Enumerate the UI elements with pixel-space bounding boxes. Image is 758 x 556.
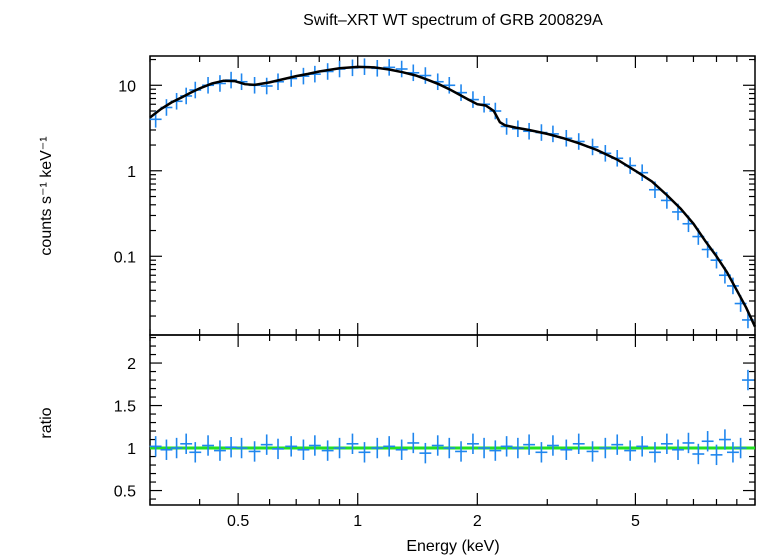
data-point <box>160 439 173 460</box>
data-point <box>672 439 684 460</box>
data-point <box>395 439 408 460</box>
data-point <box>478 437 491 459</box>
data-point <box>489 440 502 461</box>
x-axis-label: Energy (keV) <box>406 538 499 555</box>
data-point <box>235 437 248 459</box>
data-point <box>248 441 261 462</box>
data-point <box>727 277 739 295</box>
data-point <box>443 437 456 459</box>
data-point <box>599 437 612 459</box>
data-point <box>149 436 162 457</box>
y-tick-label: 0.5 <box>114 484 136 501</box>
data-point <box>383 436 396 457</box>
data-point <box>701 431 714 452</box>
ratio-panel: 2 1.5 1 0.5 0.5 1 2 5 <box>114 334 756 530</box>
data-point <box>407 432 420 454</box>
y-tick-label: 1 <box>127 441 136 458</box>
data-point <box>500 436 513 457</box>
data-point <box>710 444 723 466</box>
data-point <box>260 434 273 455</box>
data-point <box>431 435 444 456</box>
data-point <box>260 77 273 95</box>
data-point <box>346 433 359 454</box>
spectrum-panel: 10 1 0.1 <box>114 55 757 336</box>
x-tick-label: 1 <box>353 513 362 530</box>
data-point <box>395 60 408 78</box>
data-point <box>333 437 346 459</box>
data-point <box>225 437 238 458</box>
data-point <box>624 440 637 461</box>
x-tick-label: 5 <box>631 513 640 530</box>
y-tick-label: 1.5 <box>114 399 136 416</box>
data-point <box>285 436 298 457</box>
data-point <box>308 435 321 456</box>
x-tick-label: 0.5 <box>227 513 249 530</box>
x-tick-label: 2 <box>473 513 482 530</box>
data-point <box>611 434 624 455</box>
y-tick-label: 0.1 <box>114 249 136 266</box>
data-point <box>358 442 371 463</box>
data-point <box>682 432 695 454</box>
data-point <box>419 67 432 84</box>
data-point <box>649 442 661 463</box>
chart-title: Swift–XRT WT spectrum of GRB 200829A <box>303 12 603 29</box>
panel-frame <box>149 334 756 506</box>
data-point <box>214 440 226 461</box>
bottom-panel-ylabel: ratio <box>38 407 55 438</box>
data-point <box>572 433 585 454</box>
data-point <box>718 429 731 450</box>
data-point <box>560 439 573 460</box>
data-point <box>523 434 536 455</box>
data-point <box>170 437 183 459</box>
data-point <box>535 442 548 463</box>
data-point <box>455 441 467 462</box>
data-point <box>321 440 334 461</box>
y-tick-label: 1 <box>127 164 136 181</box>
top-panel-ylabel: counts s⁻¹ keV⁻¹ <box>38 136 55 255</box>
data-point <box>371 437 384 459</box>
y-tick-label: 2 <box>127 356 136 373</box>
data-point <box>586 441 599 462</box>
data-point <box>742 369 754 391</box>
data-point <box>419 442 432 464</box>
data-point <box>546 435 559 456</box>
data-point <box>734 437 747 459</box>
data-point <box>660 433 673 454</box>
data-point <box>636 436 649 457</box>
panel-frame <box>149 55 756 336</box>
y-tick-label: 10 <box>118 78 136 95</box>
data-point <box>692 443 705 465</box>
data-point <box>297 439 310 460</box>
data-point <box>383 59 396 76</box>
data-point <box>443 76 456 94</box>
data-point <box>489 102 502 120</box>
data-point <box>272 438 284 460</box>
data-point <box>511 437 524 459</box>
data-point <box>467 433 479 454</box>
data-point <box>727 442 739 463</box>
model-curve <box>149 65 757 328</box>
data-point <box>189 442 202 463</box>
data-point <box>180 433 193 454</box>
data-point <box>202 435 214 456</box>
